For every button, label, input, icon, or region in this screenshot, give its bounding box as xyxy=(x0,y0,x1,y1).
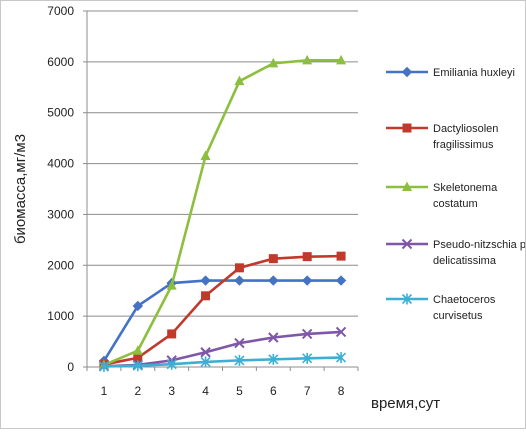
y-tick-label: 4000 xyxy=(47,157,74,171)
legend-label-line: fragilissimus xyxy=(433,139,494,151)
data-point xyxy=(132,345,143,355)
x-axis-title: время,сут xyxy=(371,395,440,412)
data-point xyxy=(302,252,312,262)
series-line xyxy=(103,356,342,368)
legend-marker xyxy=(401,66,413,78)
data-point xyxy=(268,57,279,68)
data-point xyxy=(234,75,245,86)
y-tick-label: 0 xyxy=(67,360,74,374)
data-point xyxy=(268,275,279,286)
data-point xyxy=(201,291,211,301)
data-point xyxy=(302,352,313,364)
legend-label-line: costatum xyxy=(433,198,478,210)
data-point xyxy=(268,332,279,343)
data-point xyxy=(336,251,346,261)
legend-marker xyxy=(401,293,413,305)
x-tick-label: 5 xyxy=(236,384,243,398)
data-point xyxy=(301,275,313,286)
legend-label-line: Skeletonema xyxy=(433,182,498,194)
data-point xyxy=(302,54,313,65)
legend-label: Pseudo-nitzschia p-delicatissima xyxy=(433,239,525,267)
data-point xyxy=(336,54,347,65)
data-point xyxy=(268,254,278,264)
data-point xyxy=(234,275,245,286)
series-lines xyxy=(98,54,347,372)
series-line xyxy=(103,59,342,367)
legend-marker xyxy=(402,181,412,191)
y-tick-label: 6000 xyxy=(47,55,74,69)
data-point xyxy=(200,150,211,160)
data-point xyxy=(335,275,347,286)
legend-entry: Skeletonema costatum xyxy=(386,181,498,210)
legend-marker xyxy=(402,123,412,133)
y-tick-label: 1000 xyxy=(47,309,74,323)
data-point xyxy=(234,263,244,273)
y-axis-title: биомасса,мг/м3 xyxy=(12,134,29,244)
legend-label-line: delicatissima xyxy=(433,255,497,267)
legend-label: Chaetoceros curvisetus xyxy=(433,294,496,322)
y-tick-label: 5000 xyxy=(47,106,74,120)
legend-label-line: Dactyliosolen xyxy=(433,123,498,135)
series-2 xyxy=(98,54,347,369)
x-tick-label: 3 xyxy=(168,384,175,398)
x-tick-label: 8 xyxy=(338,384,345,398)
data-point xyxy=(335,352,347,364)
data-point xyxy=(234,337,245,349)
legend-entry: Pseudo-nitzschia p-delicatissima xyxy=(386,238,526,267)
x-tick-label: 6 xyxy=(270,384,277,398)
legend-label: Emiliania huxleyi xyxy=(433,67,515,79)
legend-label-line: curvisetus xyxy=(433,310,483,322)
legend-entry: Emiliania huxleyi xyxy=(386,66,515,79)
data-point xyxy=(301,328,313,340)
series-line xyxy=(103,254,342,366)
legend-marker xyxy=(401,238,413,250)
legend-label-line: Emiliania huxleyi xyxy=(433,67,515,79)
series-4 xyxy=(98,352,347,372)
gridlines xyxy=(87,10,358,317)
y-tick-label: 2000 xyxy=(47,258,74,272)
data-point xyxy=(268,353,279,365)
data-point xyxy=(234,354,245,366)
data-point xyxy=(132,360,143,372)
legend: Emiliania huxleyi Dactyliosolen fragilissi… xyxy=(386,66,526,322)
data-point xyxy=(200,275,211,286)
legend-label-line: Chaetoceros xyxy=(433,294,496,306)
legend-label: Dactyliosolen fragilissimus xyxy=(433,123,498,151)
data-point xyxy=(200,356,211,368)
y-tick-label: 7000 xyxy=(47,4,74,18)
x-tick-label: 1 xyxy=(101,384,108,398)
axes: 0 1000 2000 3000 4000 5000 6000 7000 1 2 3 4 5 6 7 8 xyxy=(47,4,359,398)
data-point xyxy=(166,280,177,290)
legend-label-line: Pseudo-nitzschia p- xyxy=(433,239,525,251)
data-point xyxy=(133,353,143,363)
x-tick-label: 7 xyxy=(304,384,311,398)
data-point xyxy=(98,360,110,372)
data-point xyxy=(167,329,177,339)
x-tick-label: 2 xyxy=(134,384,141,398)
legend-entry: Dactyliosolen fragilissimus xyxy=(386,123,498,151)
data-point xyxy=(335,326,347,338)
data-point xyxy=(200,347,211,358)
legend-entry: Chaetoceros curvisetus xyxy=(386,293,496,322)
y-tick-label: 3000 xyxy=(47,207,74,221)
x-tick-label: 4 xyxy=(202,384,209,398)
data-point xyxy=(132,300,144,312)
legend-label: Skeletonema costatum xyxy=(433,182,498,210)
data-point xyxy=(166,358,177,370)
